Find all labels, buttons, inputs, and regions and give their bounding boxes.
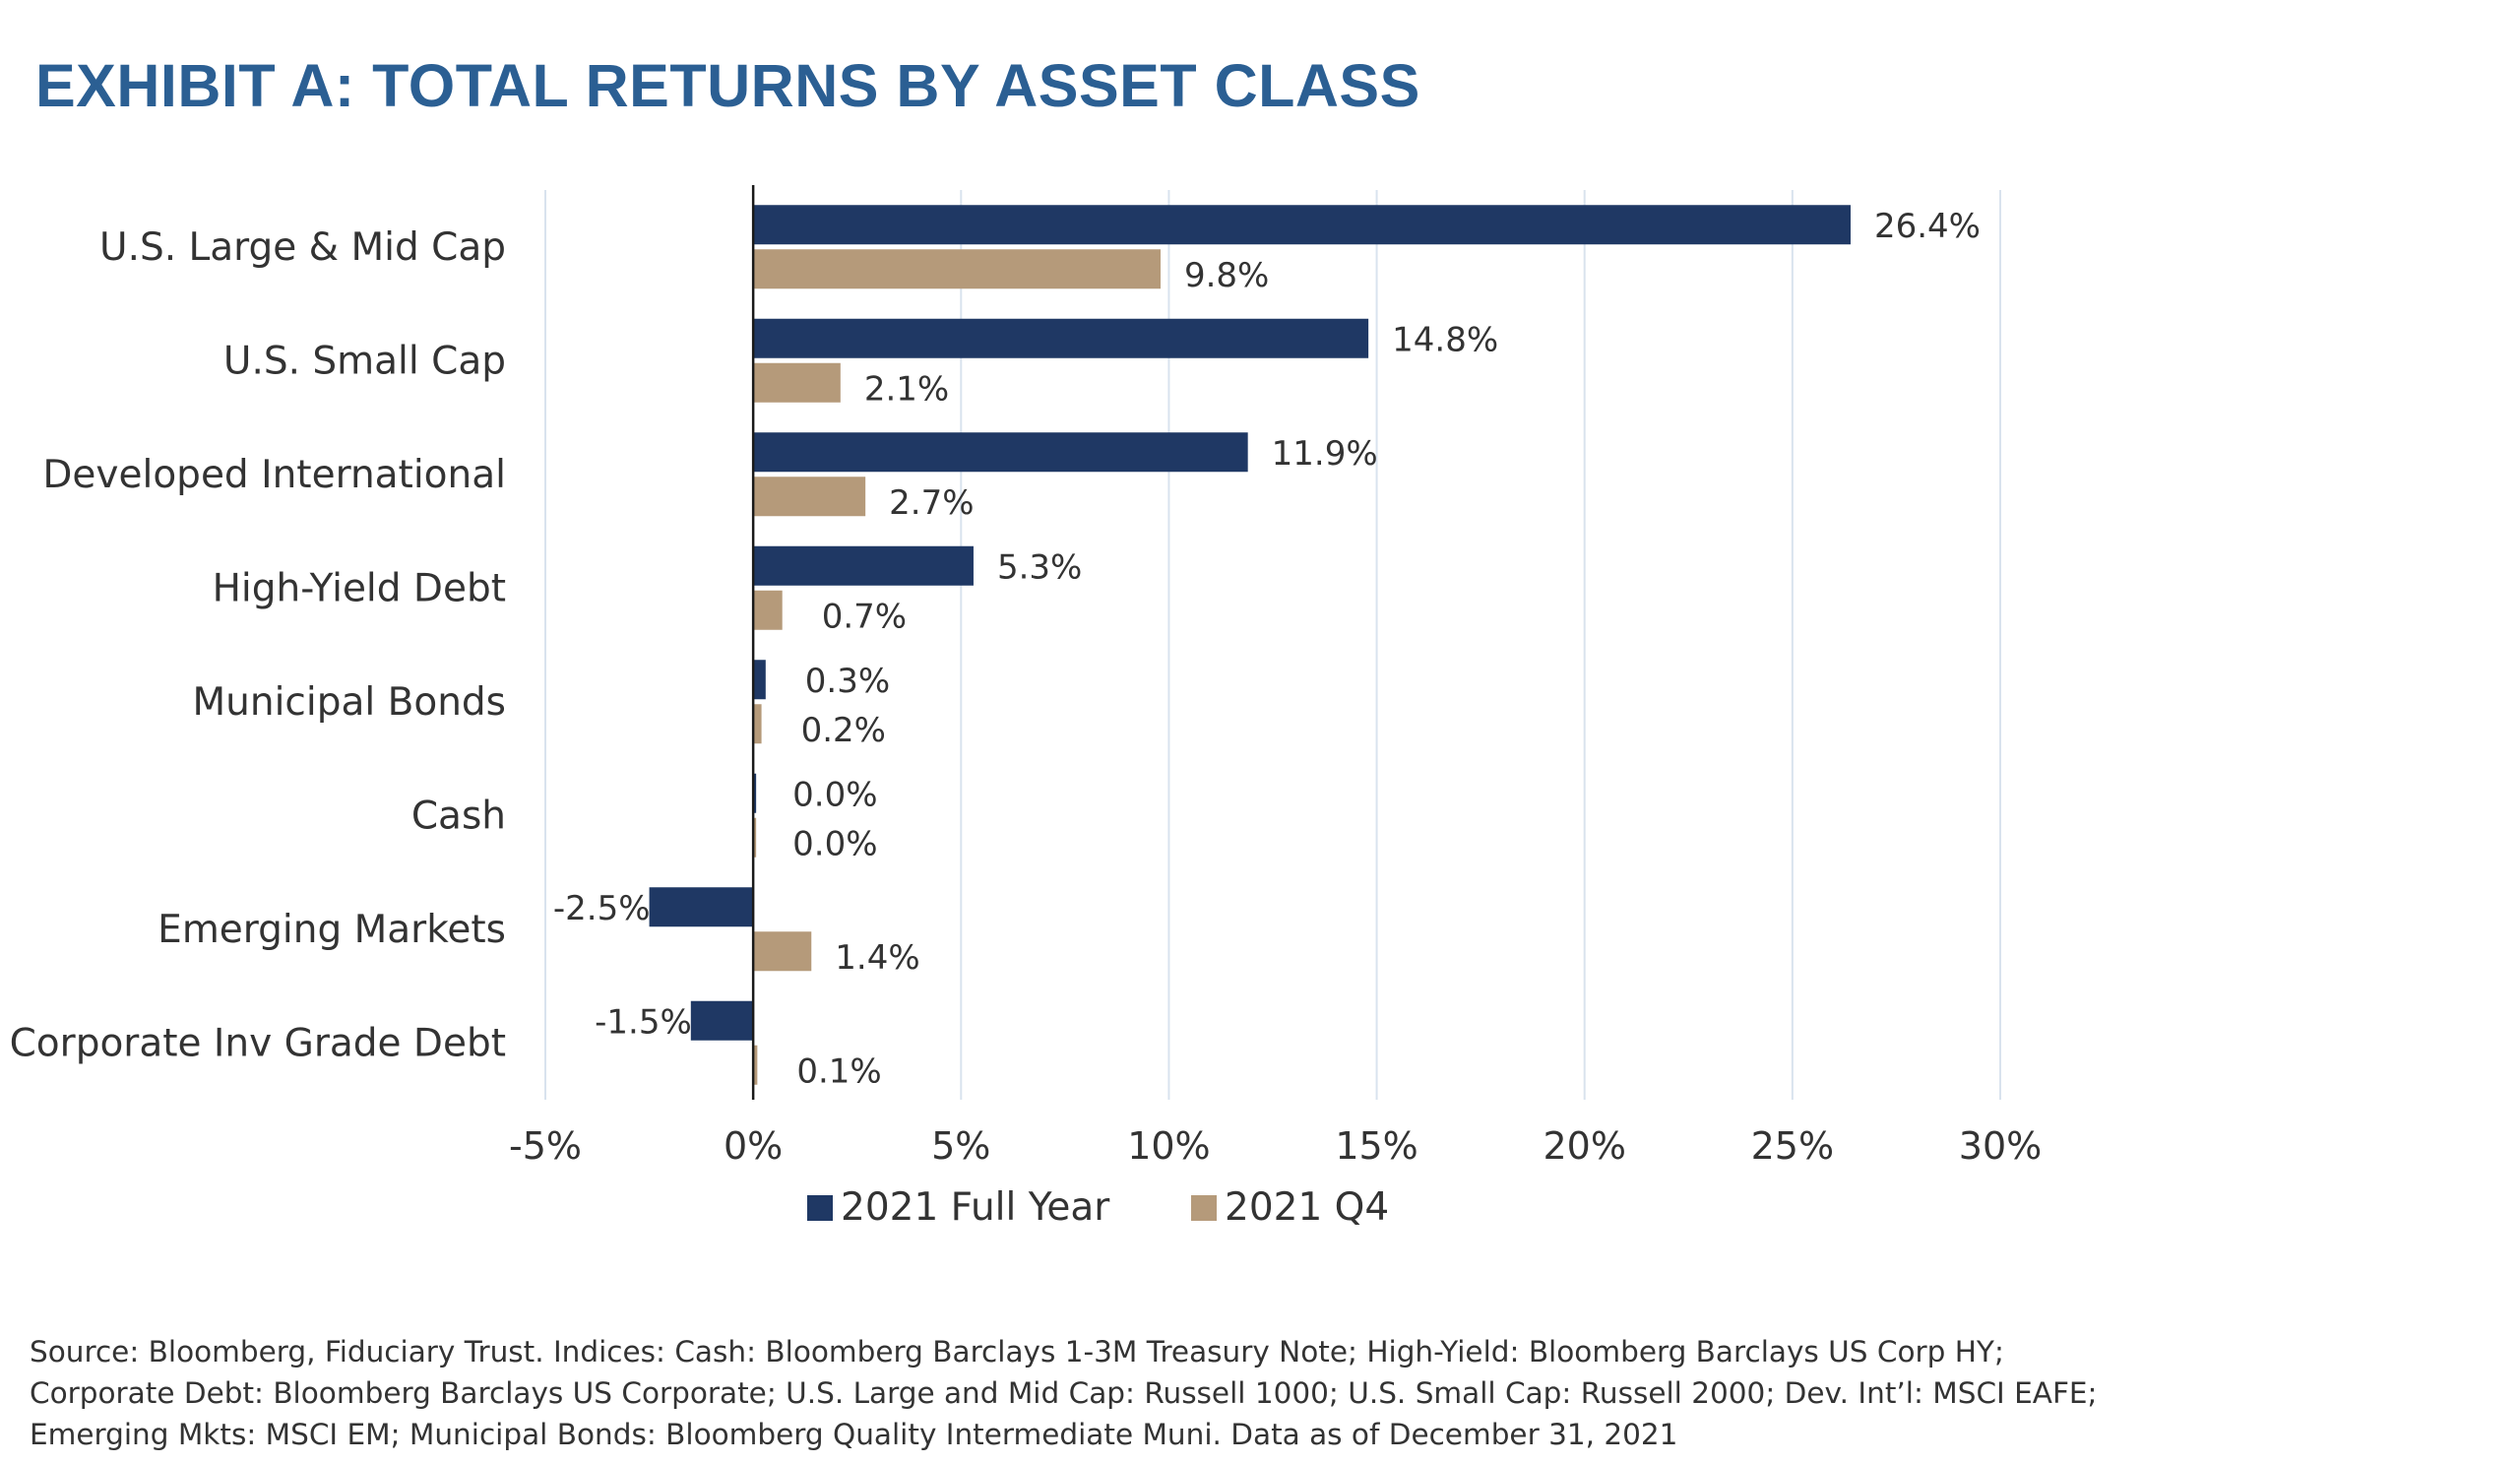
value-label: 0.0% — [792, 775, 877, 814]
x-tick-label: 5% — [931, 1124, 990, 1168]
source-line: Corporate Debt: Bloomberg Barclays US Co… — [30, 1376, 2098, 1410]
value-label: 11.9% — [1272, 434, 1378, 474]
value-label: -2.5% — [553, 889, 651, 928]
bars — [649, 205, 1851, 1085]
value-label: 14.8% — [1392, 320, 1498, 359]
x-tick-label: 30% — [1959, 1124, 2042, 1168]
category-label: Cash — [411, 794, 506, 838]
bar — [753, 205, 1851, 245]
value-label: 0.7% — [822, 597, 907, 636]
bar — [753, 590, 783, 630]
legend-label: 2021 Q4 — [1225, 1185, 1389, 1230]
bar — [753, 318, 1369, 358]
value-label: 2.7% — [889, 483, 974, 523]
bar — [753, 545, 974, 586]
x-tick-label: 0% — [724, 1124, 783, 1168]
bar — [753, 704, 762, 744]
value-labels: 26.4% 9.8% 14.8% 2.1% 11.9% 2.7% 5.3% 0.7% 0.3% 0… — [553, 207, 1981, 1092]
category-label: U.S. Small Cap — [223, 339, 506, 383]
category-label: Corporate Inv Grade Debt — [10, 1021, 506, 1065]
source-note: Source: Bloomberg, Fiduciary Trust. Indi… — [30, 1331, 2471, 1455]
category-label: Emerging Markets — [158, 908, 506, 952]
x-tick-label: 15% — [1335, 1124, 1418, 1168]
value-label: -1.5% — [595, 1002, 692, 1042]
legend: 2021 Full Year 2021 Q4 — [807, 1185, 1389, 1230]
bar — [753, 362, 841, 403]
value-label: 9.8% — [1184, 256, 1269, 295]
bar — [753, 773, 757, 813]
bar — [753, 432, 1248, 473]
x-tick-label: 10% — [1127, 1124, 1210, 1168]
category-label: U.S. Large & Mid Cap — [99, 225, 506, 270]
value-label: 5.3% — [997, 547, 1082, 587]
value-label: 0.2% — [801, 711, 886, 750]
x-tick-label: -5% — [509, 1124, 582, 1168]
bar-chart: 26.4% 9.8% 14.8% 2.1% 11.9% 2.7% 5.3% 0.7% 0.3% 0… — [10, 185, 2042, 1230]
bar — [753, 1045, 758, 1085]
bar — [753, 817, 757, 858]
value-label: 26.4% — [1874, 207, 1981, 246]
x-tick-label: 25% — [1751, 1124, 1834, 1168]
legend-label: 2021 Full Year — [841, 1185, 1110, 1230]
value-label: 2.1% — [864, 369, 949, 409]
x-tick-label: 20% — [1543, 1124, 1625, 1168]
bar — [649, 887, 754, 927]
source-line: Source: Bloomberg, Fiduciary Trust. Indi… — [30, 1335, 2004, 1369]
legend-swatch — [1191, 1195, 1217, 1221]
source-line: Emerging Mkts: MSCI EM; Municipal Bonds:… — [30, 1418, 1678, 1451]
x-tick-labels: -5% 0% 5% 10% 15% 20% 25% 30% — [509, 1124, 2042, 1168]
value-label: 1.4% — [835, 938, 919, 978]
category-label: Municipal Bonds — [193, 680, 507, 725]
category-label: High-Yield Debt — [213, 566, 506, 610]
bar — [753, 931, 812, 972]
chart-title: EXHIBIT A: TOTAL RETURNS BY ASSET CLASS — [35, 52, 1420, 119]
legend-swatch — [807, 1195, 833, 1221]
bar — [753, 249, 1161, 289]
category-labels: U.S. Large & Mid Cap U.S. Small Cap Develo… — [10, 225, 506, 1066]
bar — [753, 660, 766, 700]
bar — [753, 477, 866, 517]
value-label: 0.1% — [796, 1051, 881, 1091]
bar — [690, 1000, 754, 1041]
value-label: 0.3% — [805, 662, 890, 701]
category-label: Developed International — [42, 453, 506, 497]
value-label: 0.0% — [792, 824, 877, 863]
